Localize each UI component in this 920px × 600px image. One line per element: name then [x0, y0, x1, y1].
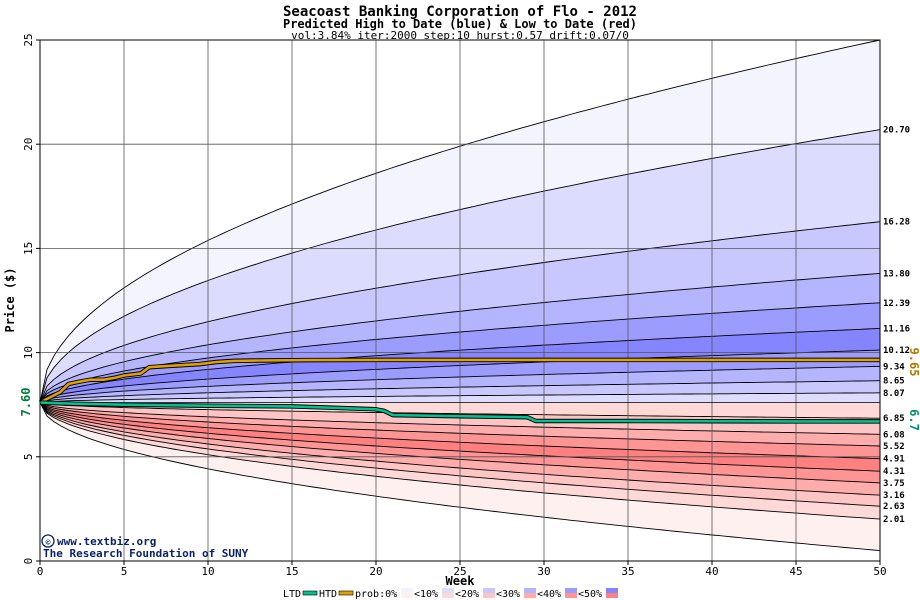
x-tick-label: 15 [285, 565, 298, 578]
legend-label: prob:0% [355, 589, 397, 600]
legend-label: LTD [283, 589, 301, 600]
legend-swatch-ltd [302, 590, 318, 596]
high-outer-region [40, 40, 880, 403]
right-band-label: 10.12 [883, 346, 910, 356]
right-band-label: 3.16 [883, 491, 905, 501]
legend-swatch-band-low [565, 593, 577, 598]
y-tick-label: 5 [22, 453, 35, 460]
x-tick-label: 5 [121, 565, 128, 578]
right-band-label: 8.07 [883, 389, 905, 399]
low-band-7 [40, 402, 880, 446]
legend: LTD HTD prob:0% <10% <20% <30% <40% <50% [283, 588, 618, 600]
legend-label: <20% [455, 589, 479, 600]
x-tick-label: 20 [369, 565, 382, 578]
right-band-label: 9.34 [883, 362, 905, 372]
legend-swatch-band-high [401, 588, 413, 593]
legend-label: HTD [319, 589, 337, 600]
legend-swatch-band-low [483, 593, 495, 598]
copyright-icon [41, 534, 55, 548]
legend-label: <50% [578, 589, 602, 600]
x-tick-label: 45 [789, 565, 802, 578]
legend-swatch-band-low [442, 593, 454, 598]
y-tick-label: 20 [22, 138, 35, 151]
x-tick-label: 10 [201, 565, 214, 578]
x-tick-label: 30 [537, 565, 550, 578]
y-tick-label: 15 [22, 242, 35, 255]
legend-label: <40% [537, 589, 561, 600]
credit-block: © www.textbiz.org The Research Foundatio… [41, 534, 249, 560]
legend-swatch-band-high [565, 588, 577, 593]
legend-swatch-htd [338, 590, 354, 596]
copyright-symbol: © [46, 538, 51, 547]
chart-params: vol:3.84% iter:2000 step:10 hurst:0.57 d… [291, 29, 629, 42]
x-tick-label: 50 [873, 565, 886, 578]
low-band-4 [40, 402, 880, 483]
y-tick-label: 25 [22, 33, 35, 46]
series-lines [38, 357, 880, 424]
htd-end-label: 9.65 [907, 348, 920, 377]
high-band-2 [40, 221, 880, 403]
legend-swatch-band-high [524, 588, 536, 593]
legend-swatch-band-high [442, 588, 454, 593]
chart-subtitle: Predicted High to Date (blue) & Low to D… [283, 17, 637, 31]
legend-label: <10% [414, 589, 438, 600]
y-axis-label: Price ($) [3, 267, 17, 332]
right-band-label: 4.31 [883, 467, 905, 477]
x-tick-label: 40 [705, 565, 718, 578]
right-band-label: 8.65 [883, 377, 905, 387]
low-band-0 [40, 402, 880, 551]
right-band-label: 6.85 [883, 414, 905, 424]
right-band-label: 16.28 [883, 218, 910, 228]
high-band-4 [40, 302, 880, 403]
legend-swatch-band-high [606, 588, 618, 593]
right-band-label: 6.08 [883, 430, 905, 440]
right-band-labels: 20.70 16.28 13.80 12.39 11.16 10.12 9.34 8.65 8.… [883, 126, 910, 525]
x-axis-label: Week [446, 574, 476, 588]
x-tick-labels: 0 5 10 15 20 25 30 35 40 45 50 [37, 561, 887, 578]
y-tick-label: 10 [22, 346, 35, 359]
high-band-3 [40, 273, 880, 403]
htd-line [39, 358, 880, 404]
right-band-label: 2.63 [883, 502, 905, 512]
ltd-line [39, 401, 880, 423]
credit-url: www.textbiz.org [57, 535, 156, 548]
y-tick-label: 0 [22, 558, 35, 565]
legend-swatch-band-low [606, 593, 618, 598]
credit-org: The Research Foundation of SUNY [43, 547, 249, 560]
low-band-5 [40, 402, 880, 472]
ltd-end-label: 6.7 [907, 409, 920, 431]
right-band-label: 20.70 [883, 126, 910, 136]
right-band-label: 5.52 [883, 442, 905, 452]
x-tick-label: 35 [621, 565, 634, 578]
right-band-label: 2.01 [883, 515, 905, 525]
right-band-label: 4.91 [883, 455, 905, 465]
high-band-0 [40, 40, 880, 403]
right-band-label: 3.75 [883, 479, 905, 489]
legend-swatch-band-low [524, 593, 536, 598]
legend-label: <30% [496, 589, 520, 600]
right-band-label: 12.39 [883, 299, 910, 309]
y-tick-labels: 0 5 10 15 20 25 [22, 33, 40, 564]
right-band-label: 11.16 [883, 324, 910, 334]
legend-swatch-band-high [483, 588, 495, 593]
x-tick-label: 25 [453, 565, 466, 578]
legend-swatch-band-low [401, 593, 413, 598]
right-band-label: 13.80 [883, 269, 910, 279]
start-price-label: 7.60 [19, 388, 33, 417]
chart-title: Seacoast Banking Corporation of Flo - 20… [283, 4, 637, 20]
x-tick-label: 0 [37, 565, 44, 578]
low-band-6 [40, 402, 880, 459]
low-outer-region [40, 402, 880, 561]
